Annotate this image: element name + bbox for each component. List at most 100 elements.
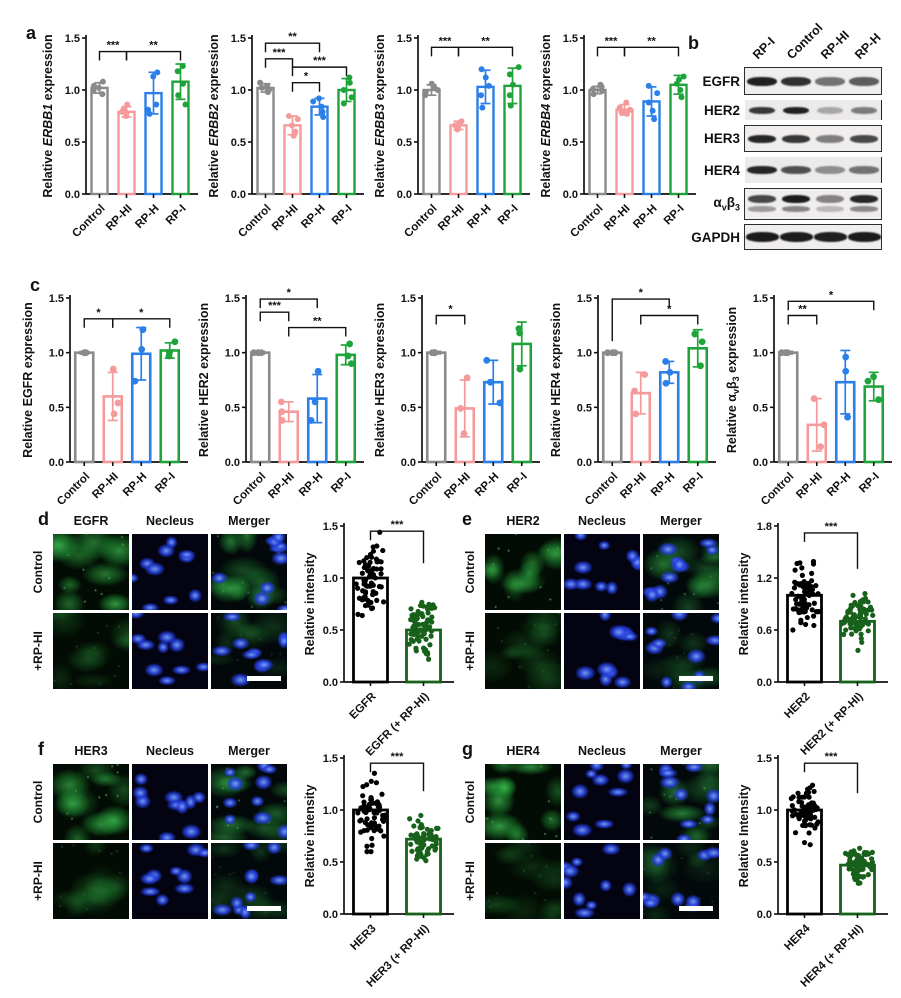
svg-text:**: ** [149,40,158,52]
svg-text:0.5: 0.5 [323,625,338,637]
svg-text:RP-I: RP-I [662,203,687,228]
chart-relative-egfr-expression: 0.0 0.5 1.0 1.5 Relative EGFR expression * * Co… [16,282,192,519]
svg-text:1.2: 1.2 [757,573,772,585]
blot-row: GAPDH [688,224,900,250]
micro-cell-d-r0c0 [53,534,129,610]
micro-cell-f-r0c2 [211,764,287,840]
micro-cell-g-r0c0 [485,764,561,840]
blot-band [781,166,811,174]
svg-text:RP-I: RP-I [153,471,178,496]
svg-text:0.0: 0.0 [577,457,592,469]
micro-cell-f-r0c0 [53,764,129,840]
svg-text:*: * [287,287,292,299]
svg-text:RP-H: RP-H [465,203,493,231]
chart-relative-erbb4-expression: 0.0 0.5 1.0 1.5 Relative ERBB4 expression ***… [534,22,700,277]
svg-text:*: * [448,303,453,315]
panel-d: d EGFR Necleus Merger Control +RP-HI 0.0… [14,500,466,762]
svg-text:1.0: 1.0 [401,348,416,360]
blot-band [749,106,775,114]
svg-text:1.0: 1.0 [757,805,772,817]
chart-relative-erbb2-expression: 0.0 0.5 1.0 1.5 Relative ERBB2 expression ***… [202,22,368,277]
blot-lane-strip [744,125,882,152]
svg-text:1.0: 1.0 [323,573,338,585]
micro-cell-d-r1c2 [211,613,287,689]
panel-g-label: g [462,739,473,759]
blot-row: HER4 [688,157,900,183]
stain-label: HER4 [506,744,540,758]
svg-text:0.5: 0.5 [225,402,240,414]
svg-text:Relative ERBB1 expression: Relative ERBB1 expression [41,34,55,197]
blot-col-label: RP-HI [818,28,853,62]
svg-text:1.5: 1.5 [323,753,338,765]
blot-lane-strip [744,67,882,95]
panel-f-label: f [38,739,44,759]
chart-relative-her2-expression: 0.0 0.5 1.0 1.5 Relative HER2 expression *** *… [192,282,368,519]
blot-rows: EGFR HER2 HER3 HER4 αvβ3 GAPDH [688,67,900,255]
blot-band [817,106,843,114]
chart-her2-relative-intensity: 0.0 0.6 1.2 1.8 Relative intensity *** HER2 HER… [732,508,894,765]
row-label-control: Control [463,550,477,594]
svg-text:1.0: 1.0 [563,85,578,97]
svg-text:*: * [667,303,672,315]
svg-text:***: *** [268,300,282,312]
svg-text:RP-I: RP-I [681,471,706,496]
svg-text:0.5: 0.5 [753,402,768,414]
merger-label: Merger [660,514,702,528]
chart-egfr-relative-intensity: 0.0 0.5 1.0 1.5 Relative intensity *** EGFR EGF… [298,508,460,765]
svg-text:1.0: 1.0 [577,348,592,360]
micro-cell-e-r1c2 [643,613,719,689]
svg-text:***: *** [605,35,619,47]
blot-band [815,166,845,174]
micro-cell-f-r1c0 [53,843,129,919]
micro-col-headers: HER2 Necleus Merger [485,514,719,528]
svg-text:Relative HER2 expression: Relative HER2 expression [197,303,211,457]
micro-cell-d-r0c1 [132,534,208,610]
svg-text:RP-H: RP-H [473,471,501,499]
svg-text:HER3: HER3 [348,923,378,953]
blot-row: αvβ3 [688,188,900,220]
svg-text:RP-HI: RP-HI [90,471,121,502]
svg-text:Control: Control [236,203,273,240]
svg-text:RP-H: RP-H [299,203,327,231]
svg-text:HER4: HER4 [782,922,813,953]
scale-bar [247,676,281,681]
blot-band [850,206,878,212]
blot-band [816,134,844,143]
svg-text:RP-HI: RP-HI [618,471,649,502]
svg-text:0.0: 0.0 [397,189,412,201]
svg-text:**: ** [313,316,322,328]
svg-text:Relative ERBB3 expression: Relative ERBB3 expression [373,34,387,197]
svg-text:0.0: 0.0 [753,457,768,469]
nucleus-label: Necleus [578,744,626,758]
micro-cell-d-r1c1 [132,613,208,689]
chart-relative-avb3-expression: 0.0 0.5 1.0 1.5 Relative αvβ3 expression ** * C… [720,282,896,519]
row-label-control: Control [31,780,45,824]
svg-text:0.5: 0.5 [577,402,592,414]
blot-row-label: αvβ3 [713,195,740,213]
svg-text:0.0: 0.0 [49,457,64,469]
svg-text:0.5: 0.5 [231,137,246,149]
row-label-rp-hi: +RP-HI [31,631,45,671]
svg-text:RP-H: RP-H [631,203,659,231]
blot-band [747,76,777,86]
panel-c-label: c [30,275,41,295]
blot-band [849,166,879,174]
blot-band [850,134,878,143]
micro-cell-g-r1c2 [643,843,719,919]
micro-cell-f-r1c2 [211,843,287,919]
svg-text:RP-I: RP-I [329,471,354,496]
nucleus-label: Necleus [146,514,194,528]
svg-text:RP-H: RP-H [649,471,677,499]
blot-band [847,232,881,242]
svg-text:0.5: 0.5 [563,137,578,149]
svg-text:**: ** [798,303,807,315]
blot-band [748,206,776,212]
nucleus-label: Necleus [146,744,194,758]
blot-band [782,206,810,212]
svg-text:1.5: 1.5 [65,33,80,45]
svg-text:*: * [304,71,309,83]
svg-text:***: *** [825,521,839,533]
svg-text:1.5: 1.5 [397,33,412,45]
